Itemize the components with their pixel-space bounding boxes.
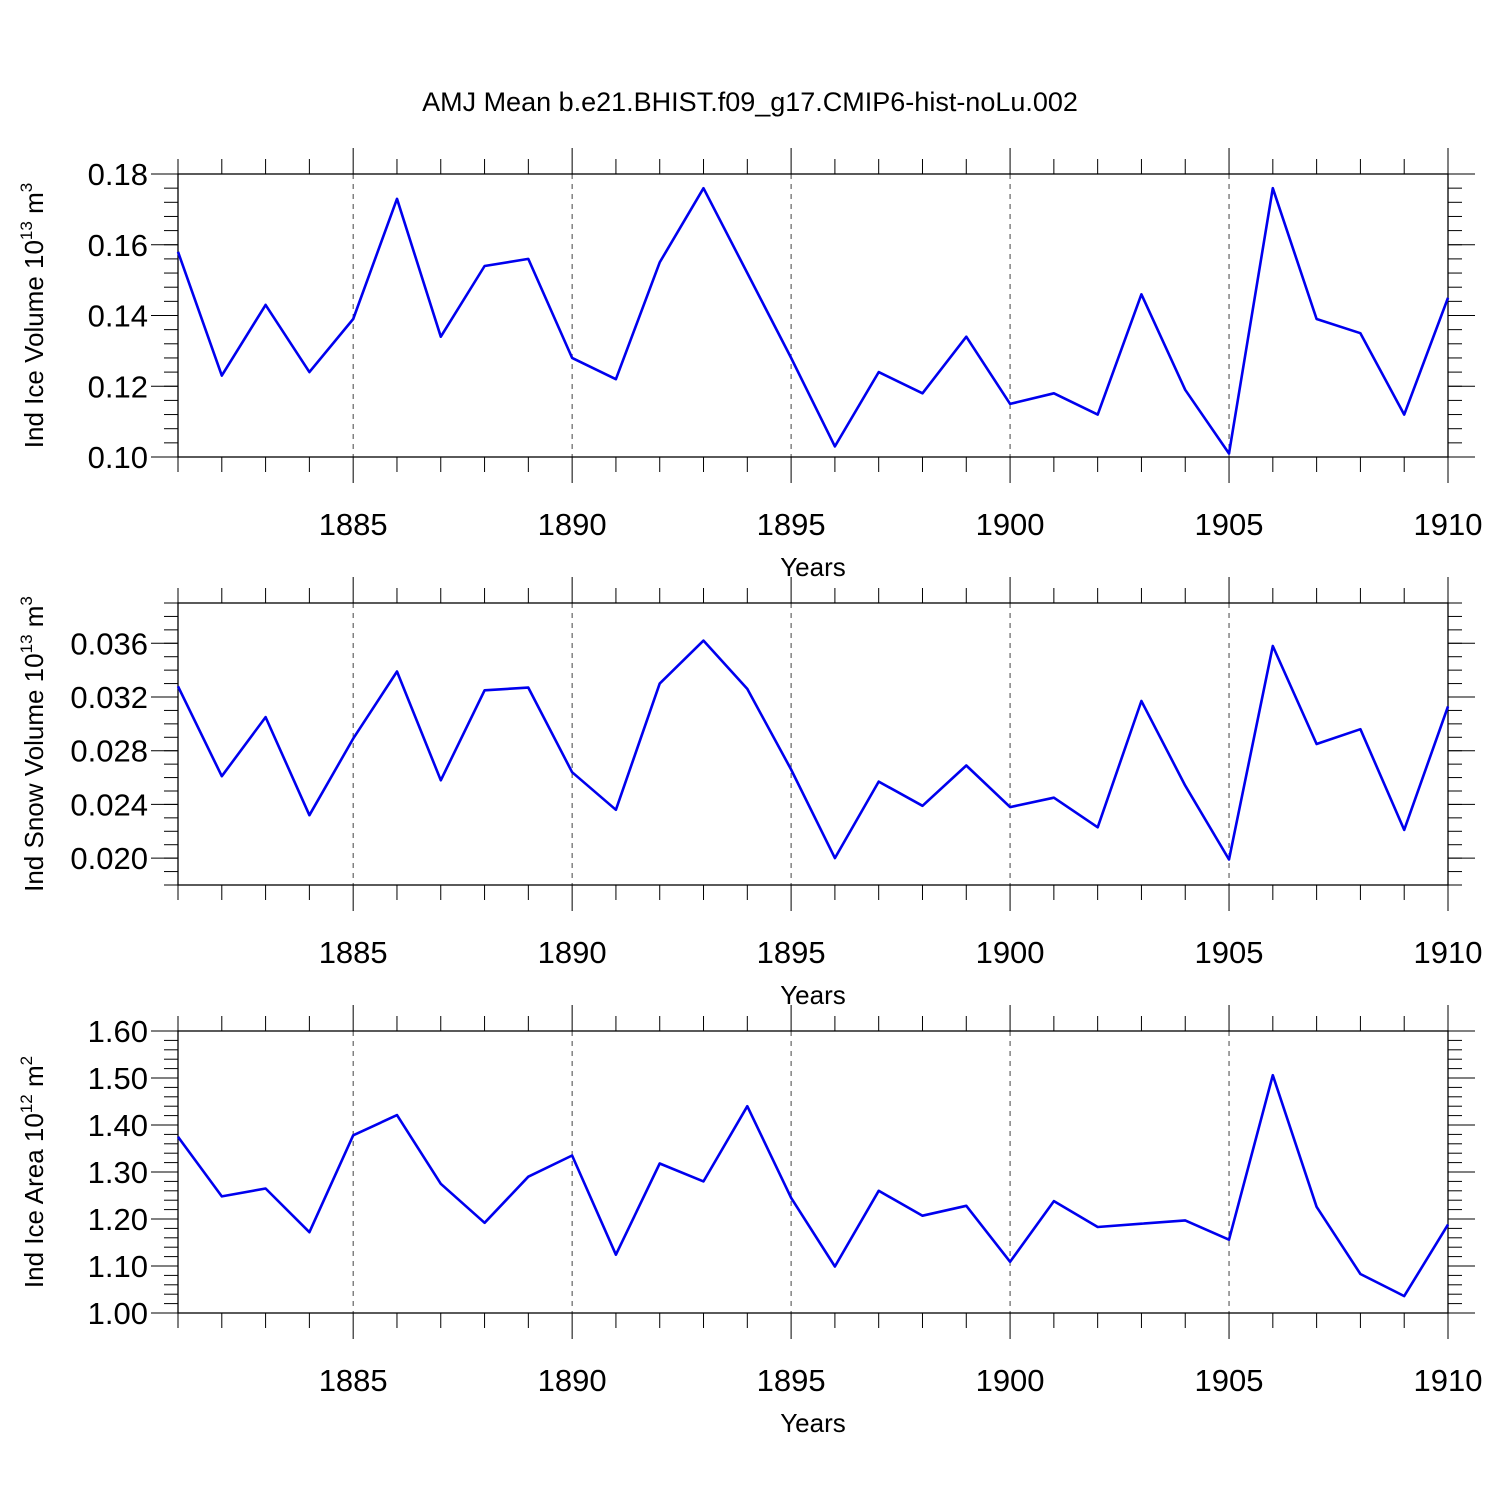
y-tick-label: 1.40 <box>88 1108 148 1143</box>
y-tick-label: 1.50 <box>88 1061 148 1096</box>
x-tick-label: 1905 <box>1195 1363 1264 1398</box>
x-tick-label: 1885 <box>319 507 388 542</box>
series-line <box>176 639 1450 861</box>
x-tick-label: 1905 <box>1195 507 1264 542</box>
x-tick-label: 1890 <box>538 935 607 970</box>
x-tick-label: 1900 <box>976 507 1045 542</box>
panel-snow-volume: 0.020 0.024 0.028 0.032 0.036 1885 1890 1895 190… <box>17 577 1482 1010</box>
plot-frame <box>177 1030 1449 1314</box>
x-axis-label: Years <box>780 980 846 1010</box>
x-tick-label: 1895 <box>757 507 826 542</box>
x-tick-label: 1885 <box>319 935 388 970</box>
figure-title: AMJ Mean b.e21.BHIST.f09_g17.CMIP6-hist-… <box>422 87 1078 117</box>
y-tick-label: 0.10 <box>88 440 148 475</box>
x-tick-label: 1910 <box>1414 1363 1483 1398</box>
x-tick-label: 1890 <box>538 1363 607 1398</box>
x-tick-label: 1900 <box>976 935 1045 970</box>
y-tick-label: 0.036 <box>70 626 148 661</box>
y-tick-label: 0.18 <box>88 157 148 192</box>
x-tick-label: 1885 <box>319 1363 388 1398</box>
plot-frame <box>177 173 1449 458</box>
y-axis-label: Ind Ice Volume 1013 m3 <box>17 183 49 448</box>
y-tick-label: 0.14 <box>88 299 148 334</box>
y-tick-label: 0.16 <box>88 228 148 263</box>
x-axis-label: Years <box>780 552 846 582</box>
y-tick-label: 0.024 <box>70 787 148 822</box>
x-tick-label: 1895 <box>757 935 826 970</box>
series-line <box>176 186 1450 455</box>
y-tick-label: 1.20 <box>88 1202 148 1237</box>
panel-ice-area: 1.00 1.10 1.20 1.30 1.40 1.50 1.60 1885 1890 1895… <box>17 1005 1482 1438</box>
x-tick-label: 1900 <box>976 1363 1045 1398</box>
x-tick-label: 1890 <box>538 507 607 542</box>
x-tick-label: 1910 <box>1414 507 1483 542</box>
y-axis-label: Ind Snow Volume 1013 m3 <box>17 596 49 892</box>
x-tick-label: 1910 <box>1414 935 1483 970</box>
y-tick-label: 0.028 <box>70 734 148 769</box>
y-tick-label: 0.032 <box>70 680 148 715</box>
x-axis-label: Years <box>780 1408 846 1438</box>
y-tick-label: 1.60 <box>88 1014 148 1049</box>
y-tick-label: 0.020 <box>70 841 148 876</box>
y-tick-label: 1.00 <box>88 1296 148 1331</box>
series-line <box>176 1073 1450 1298</box>
plot-frame <box>177 602 1449 886</box>
panel-ice-volume: 0.10 0.12 0.14 0.16 0.18 1885 1890 1895 1900 1905… <box>17 148 1482 582</box>
x-tick-label: 1905 <box>1195 935 1264 970</box>
x-tick-label: 1895 <box>757 1363 826 1398</box>
y-axis-label: Ind Ice Area 1012 m2 <box>17 1056 49 1288</box>
y-tick-label: 1.10 <box>88 1249 148 1284</box>
y-tick-label: 0.12 <box>88 369 148 404</box>
y-tick-label: 1.30 <box>88 1155 148 1190</box>
